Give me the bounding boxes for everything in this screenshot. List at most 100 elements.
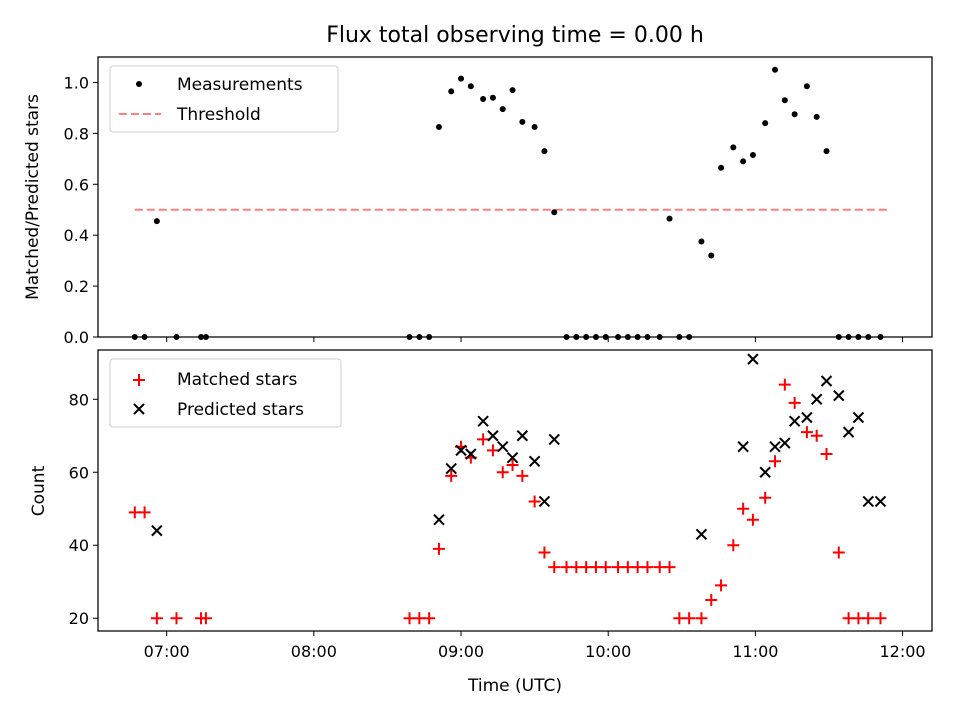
ratio-y-tick-label: 0.8 bbox=[64, 124, 89, 143]
chart-title: Flux total observing time = 0.00 h bbox=[326, 23, 704, 48]
measurement-point bbox=[740, 158, 747, 165]
matched-star-point bbox=[727, 539, 740, 552]
matched-star-point bbox=[496, 466, 509, 479]
matched-star-point bbox=[705, 593, 718, 606]
count-y-axis: 20 40 60 80 bbox=[69, 390, 98, 628]
ratio-y-tick-label: 0.4 bbox=[64, 226, 89, 245]
predicted-star-point bbox=[695, 528, 708, 540]
matched-star-point bbox=[683, 612, 696, 625]
ratio-legend: Measurements Threshold bbox=[109, 65, 339, 133]
measurements-legend-label: Measurements bbox=[177, 75, 303, 95]
measurement-point bbox=[803, 83, 810, 90]
count-y-tick-label: 20 bbox=[69, 609, 89, 628]
matched-star-point bbox=[516, 469, 529, 482]
matched-star-point bbox=[423, 612, 436, 625]
count-marks bbox=[128, 353, 887, 625]
ratio-y-tick-label: 0.0 bbox=[64, 328, 89, 347]
matched-star-point bbox=[170, 612, 183, 625]
predicted-star-point bbox=[506, 451, 519, 464]
count-x-axis-label: Time (UTC) bbox=[467, 676, 562, 696]
count-axes-frame bbox=[97, 349, 933, 632]
matched-star-point bbox=[778, 378, 791, 391]
predicted-star-point bbox=[874, 495, 887, 508]
predicted-star-point bbox=[445, 462, 457, 475]
predicted-star-point bbox=[779, 437, 791, 449]
predicted-star-point bbox=[852, 411, 865, 424]
measurement-point bbox=[708, 252, 715, 259]
matched-star-point bbox=[150, 612, 163, 625]
matched-star-point bbox=[746, 513, 759, 526]
matched-legend-marker bbox=[133, 374, 145, 386]
count-x-tick-label: 12:00 bbox=[880, 642, 926, 661]
predicted-star-point bbox=[833, 389, 845, 402]
measurement-point bbox=[772, 66, 779, 73]
threshold-legend-label: Threshold bbox=[176, 105, 261, 125]
ratio-y-tick-label: 0.6 bbox=[64, 175, 89, 194]
count-legend-frame bbox=[109, 358, 342, 428]
matched-star-point bbox=[477, 433, 490, 446]
ratio-x-ticks bbox=[166, 337, 904, 342]
matched-star-point bbox=[528, 495, 541, 508]
predicted-star-point bbox=[455, 444, 467, 457]
predicted-star-point bbox=[151, 524, 163, 537]
measurement-point bbox=[467, 83, 474, 90]
measurement-point bbox=[730, 144, 737, 151]
count-x-tick-label: 08:00 bbox=[291, 642, 337, 661]
count-y-tick-label: 80 bbox=[69, 390, 89, 409]
matched-star-point bbox=[641, 561, 654, 574]
measurement-point bbox=[541, 148, 548, 155]
predicted-star-point bbox=[465, 448, 477, 460]
matched-star-point bbox=[820, 448, 833, 461]
predicted-star-point bbox=[737, 441, 749, 453]
matched-star-point bbox=[832, 546, 845, 559]
measurement-point bbox=[791, 111, 798, 118]
matched-star-point bbox=[538, 546, 551, 559]
matched-star-point bbox=[862, 612, 875, 625]
matched-legend-label: Matched stars bbox=[177, 370, 297, 390]
measurement-point bbox=[153, 218, 160, 225]
matched-star-point bbox=[874, 612, 887, 625]
matched-star-point bbox=[769, 455, 782, 468]
predicted-star-point bbox=[548, 433, 560, 446]
predicted-star-point bbox=[759, 466, 771, 478]
matched-star-point bbox=[810, 429, 823, 442]
measurement-point bbox=[551, 209, 558, 216]
ratio-y-axis: 0.0 0.2 0.4 0.6 0.8 1.0 bbox=[64, 73, 98, 347]
measurement-point bbox=[666, 215, 673, 222]
count-y-axis-label: Count bbox=[29, 465, 49, 516]
measurement-point bbox=[509, 87, 516, 94]
ratio-y-axis-label: Matched/Predicted stars bbox=[23, 94, 43, 300]
matched-star-point bbox=[445, 469, 458, 482]
count-y-tick-label: 60 bbox=[69, 463, 89, 482]
measurements-legend-marker bbox=[136, 81, 142, 87]
measurement-point bbox=[762, 120, 769, 127]
predicted-star-point bbox=[801, 411, 813, 424]
predicted-star-point bbox=[487, 430, 499, 442]
measurement-point bbox=[489, 94, 496, 101]
matched-star-point bbox=[199, 612, 212, 625]
measurement-point bbox=[749, 152, 756, 158]
measurement-point bbox=[435, 124, 442, 130]
ratio-y-tick-label: 1.0 bbox=[64, 73, 89, 92]
ratio-panel: 0.0 0.2 0.4 0.6 0.8 1.0 Matched/Predicted sta… bbox=[23, 56, 933, 347]
predicted-star-point bbox=[842, 426, 855, 438]
ratio-legend-frame bbox=[109, 65, 339, 133]
predicted-star-point bbox=[538, 495, 551, 508]
measurement-point bbox=[823, 148, 830, 155]
count-x-tick-label: 11:00 bbox=[732, 642, 778, 661]
predicted-star-point bbox=[769, 441, 781, 453]
measurement-point bbox=[698, 238, 705, 245]
measurement-point bbox=[718, 164, 725, 171]
measurement-point bbox=[813, 113, 820, 120]
matched-star-point bbox=[486, 444, 499, 457]
count-x-tick-label: 09:00 bbox=[438, 642, 484, 661]
matched-star-point bbox=[695, 612, 708, 625]
predicted-legend-label: Predicted stars bbox=[177, 400, 304, 420]
measurement-point bbox=[480, 96, 487, 102]
measurement-point bbox=[448, 88, 455, 95]
matched-star-point bbox=[759, 491, 772, 504]
count-y-tick-label: 40 bbox=[69, 536, 89, 555]
matched-star-point bbox=[599, 561, 612, 574]
